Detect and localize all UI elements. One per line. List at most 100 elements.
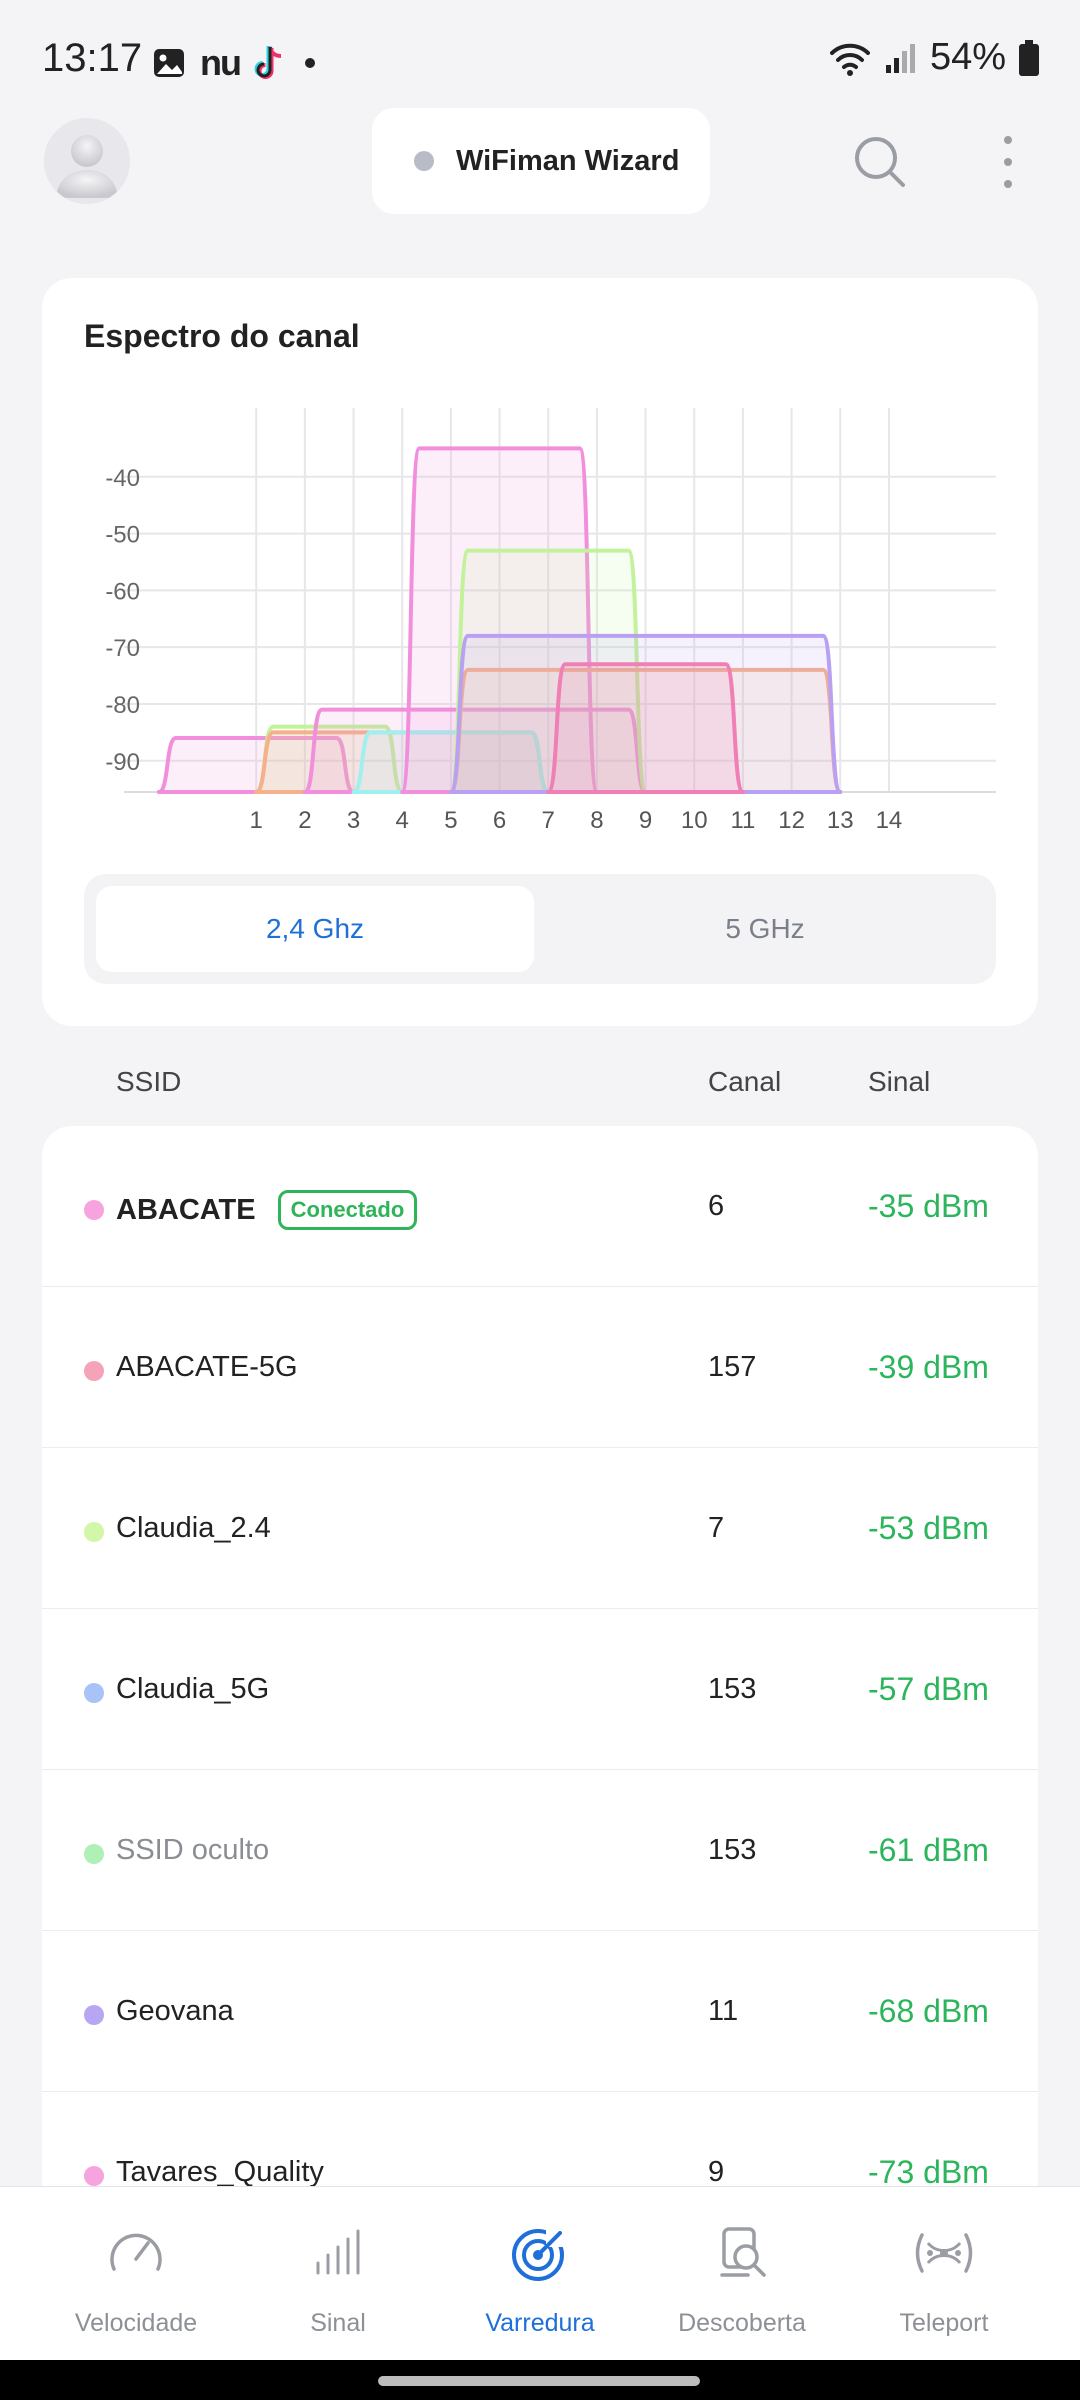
network-signal: -57 dBm [868, 1671, 989, 1707]
network-row[interactable]: Tavares_Quality 9 -73 dBm [42, 2092, 1038, 2186]
avatar[interactable] [44, 118, 130, 204]
x-tick-label: 14 [876, 807, 903, 834]
header-sinal: Sinal [868, 1066, 931, 1097]
network-row[interactable]: Claudia_2.4 7 -53 dBm [42, 1448, 1038, 1609]
nav-velocidade[interactable]: Velocidade [36, 2187, 236, 2361]
x-tick-label: 7 [542, 807, 555, 834]
network-color-dot [84, 1361, 104, 1381]
x-tick-label: 11 [730, 807, 755, 834]
network-ssid: ABACATE-5G [116, 1351, 298, 1383]
network-ssid: Geovana [116, 1995, 234, 2027]
wifiman-wizard-button[interactable]: WiFiman Wizard [372, 108, 710, 214]
channel-spectrum-series [448, 633, 843, 794]
network-channel: 9 [708, 2156, 725, 2186]
x-tick-label: 3 [347, 807, 360, 834]
wizard-label: WiFiman Wizard [456, 144, 680, 177]
y-tick-label: -50 [105, 522, 140, 549]
device-search-icon [720, 2227, 766, 2277]
user-icon [44, 118, 130, 204]
x-tick-label: 10 [681, 807, 708, 834]
network-color-dot [84, 1683, 104, 1703]
network-signal: -39 dBm [868, 1349, 989, 1385]
clock: 13:17 [42, 36, 143, 80]
bottom-navigation: Velocidade Sinal Varredura Descober [0, 2186, 1080, 2360]
teleport-icon [915, 2233, 973, 2273]
channel-spectrum-series [400, 446, 599, 794]
network-row[interactable]: SSID oculto 153 -61 dBm [42, 1770, 1038, 1931]
nav-teleport[interactable]: Teleport [844, 2187, 1044, 2361]
y-tick-label: -80 [105, 692, 140, 719]
x-tick-label: 4 [396, 807, 409, 834]
network-channel: 153 [708, 1834, 757, 1866]
status-right: 54% [828, 36, 1040, 79]
x-tick-label: 9 [639, 807, 652, 834]
y-tick-label: -90 [105, 749, 140, 776]
network-signal: -35 dBm [868, 1188, 989, 1224]
ssid-text: ABACATE [116, 1193, 256, 1226]
gesture-area [0, 2360, 1080, 2400]
network-table-header: SSID Canal Sinal [0, 1066, 1080, 1110]
nav-descoberta[interactable]: Descoberta [642, 2187, 842, 2361]
header-canal: Canal [708, 1066, 782, 1097]
nav-varredura[interactable]: Varredura [440, 2187, 640, 2361]
channel-spectrum-series [351, 730, 551, 794]
signal-bars-icon [316, 2229, 360, 2275]
x-tick-label: 6 [493, 807, 506, 834]
network-channel: 11 [708, 1995, 739, 2027]
network-channel: 153 [708, 1673, 757, 1705]
channel-spectrum-series [546, 662, 745, 794]
nav-sinal[interactable]: Sinal [238, 2187, 438, 2361]
radar-scan-icon [512, 2227, 566, 2281]
band-option-2-4ghz[interactable]: 2,4 Ghz [96, 886, 534, 972]
network-color-dot [84, 1522, 104, 1542]
y-tick-label: -60 [105, 578, 140, 605]
network-signal: -68 dBm [868, 1993, 989, 2029]
wifi-icon [829, 43, 870, 76]
x-tick-label: 5 [444, 807, 457, 834]
cell-signal-icon [885, 43, 915, 73]
network-color-dot [84, 2005, 104, 2025]
home-gesture-bar[interactable] [378, 2376, 700, 2386]
x-tick-label: 1 [250, 807, 263, 834]
speedometer-icon [110, 2233, 162, 2271]
wizard-status-dot [414, 151, 434, 171]
network-ssid: SSID oculto [116, 1834, 270, 1866]
more-options-icon[interactable] [988, 134, 1028, 190]
network-ssid: Tavares_Quality [116, 2156, 324, 2186]
notification-icons: nu [152, 42, 320, 84]
network-row[interactable]: Claudia_5G 153 -57 dBm [42, 1609, 1038, 1770]
x-tick-label: 12 [778, 807, 805, 834]
x-tick-label: 13 [827, 807, 854, 834]
network-channel: 6 [708, 1190, 725, 1222]
x-tick-label: 8 [590, 807, 603, 834]
y-tick-label: -40 [105, 465, 140, 492]
image-icon [154, 49, 184, 77]
channel-spectrum-series [156, 736, 356, 794]
network-row[interactable]: Geovana 11 -68 dBm [42, 1931, 1038, 2092]
network-channel: 157 [708, 1351, 757, 1383]
channel-spectrum-chart: -40-50-60-70-80-901 2 3 4 5 6 7 8 9 10 11 12 13 14 [105, 408, 996, 834]
network-channel: 7 [708, 1512, 725, 1544]
network-signal: -61 dBm [868, 1832, 989, 1868]
x-tick-label: 2 [298, 807, 311, 834]
status-bar: 13:17 nu 54% [0, 0, 1080, 120]
network-signal: -53 dBm [868, 1510, 989, 1546]
network-color-dot [84, 1200, 104, 1220]
nu-icon: nu [200, 42, 242, 83]
card-title: Espectro do canal [84, 318, 360, 354]
spectrum-card: Espectro do canal -40 -50 -60 -70 -80 -90 1 2 3 4… [42, 278, 1038, 1026]
nav-label: Varredura [485, 2309, 595, 2337]
band-option-5ghz[interactable]: 5 GHz [725, 913, 805, 944]
network-row[interactable]: ABACATE Conectado 6 -35 dBm [42, 1126, 1038, 1287]
network-color-dot [84, 2166, 104, 2186]
search-icon[interactable] [852, 134, 908, 190]
network-row[interactable]: ABACATE-5G 157 -39 dBm [42, 1287, 1038, 1448]
network-ssid: ABACATE Conectado [116, 1190, 418, 1230]
network-list: ABACATE Conectado 6 -35 dBm ABACATE-5G 1… [42, 1126, 1038, 2186]
band-toggle: 2,4 Ghz 5 GHz [84, 874, 996, 984]
nav-label: Descoberta [678, 2309, 806, 2337]
network-ssid: Claudia_2.4 [116, 1512, 271, 1544]
battery-percent: 54% [929, 36, 1006, 78]
network-signal: -73 dBm [868, 2154, 989, 2186]
nav-label: Velocidade [74, 2309, 198, 2337]
